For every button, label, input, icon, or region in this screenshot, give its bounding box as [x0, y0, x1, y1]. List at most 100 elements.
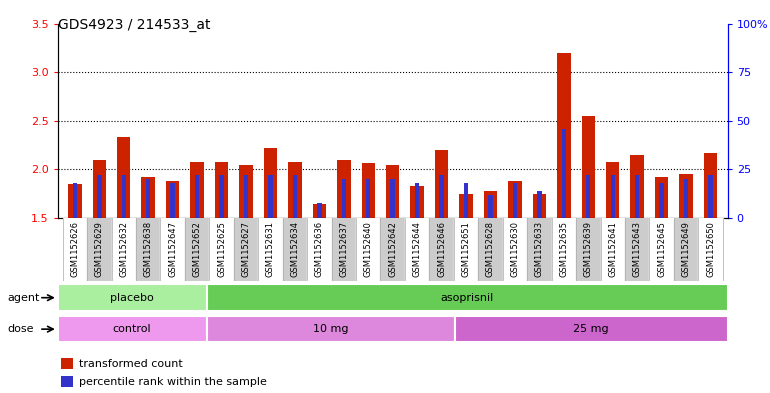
Bar [557, 53, 571, 218]
Bar [92, 160, 106, 218]
Text: placebo: placebo [110, 293, 154, 303]
Bar [170, 183, 175, 218]
Bar [68, 184, 82, 218]
Bar [356, 218, 380, 281]
Text: GSM1152625: GSM1152625 [217, 221, 226, 277]
Bar [454, 218, 478, 281]
Bar [380, 218, 405, 281]
Bar [185, 218, 209, 281]
Bar [258, 218, 283, 281]
Text: GDS4923 / 214533_at: GDS4923 / 214533_at [58, 18, 210, 32]
Text: dose: dose [8, 324, 34, 334]
Bar [649, 218, 674, 281]
Bar [117, 138, 130, 218]
Bar [440, 175, 444, 218]
Text: GSM1152626: GSM1152626 [70, 221, 79, 277]
Text: GSM1152638: GSM1152638 [144, 221, 152, 277]
Bar [606, 162, 619, 218]
Bar [698, 218, 723, 281]
Bar [415, 183, 420, 218]
Bar [195, 175, 199, 218]
Bar [655, 177, 668, 218]
Bar [611, 175, 615, 218]
Bar [332, 218, 356, 281]
Bar [283, 218, 307, 281]
Text: GSM1152642: GSM1152642 [388, 221, 397, 277]
Bar [268, 175, 273, 218]
Bar [561, 129, 566, 218]
Bar [576, 218, 601, 281]
Bar [342, 179, 346, 218]
Bar [288, 162, 302, 218]
Text: GSM1152635: GSM1152635 [559, 221, 568, 277]
Bar [337, 160, 350, 218]
Bar [209, 218, 234, 281]
Bar [160, 218, 185, 281]
Text: GSM1152636: GSM1152636 [315, 221, 324, 277]
Bar [430, 218, 454, 281]
Text: GSM1152630: GSM1152630 [511, 221, 520, 277]
Bar [61, 376, 73, 387]
Text: GSM1152632: GSM1152632 [119, 221, 129, 277]
Text: GSM1152650: GSM1152650 [706, 221, 715, 277]
Bar [122, 175, 126, 218]
Bar [460, 194, 473, 218]
Text: 25 mg: 25 mg [574, 324, 609, 334]
Bar [72, 183, 77, 218]
Bar [97, 175, 102, 218]
Bar [679, 174, 693, 218]
Text: percentile rank within the sample: percentile rank within the sample [79, 376, 267, 387]
Text: GSM1152647: GSM1152647 [168, 221, 177, 277]
Bar [405, 218, 430, 281]
Bar [625, 218, 649, 281]
Bar [537, 191, 541, 218]
Bar [215, 162, 228, 218]
Bar [87, 218, 112, 281]
Bar [478, 218, 503, 281]
Text: GSM1152637: GSM1152637 [340, 221, 348, 277]
Bar [362, 163, 375, 218]
Bar [166, 181, 179, 218]
Bar [508, 181, 521, 218]
Bar [708, 175, 713, 218]
Bar [464, 183, 468, 218]
Text: control: control [113, 324, 152, 334]
Text: GSM1152652: GSM1152652 [192, 221, 202, 277]
Bar [112, 218, 136, 281]
Text: GSM1152641: GSM1152641 [608, 221, 618, 277]
Bar [601, 218, 625, 281]
Text: GSM1152643: GSM1152643 [633, 221, 641, 277]
Text: GSM1152629: GSM1152629 [95, 221, 104, 277]
Bar [58, 285, 206, 311]
Bar [206, 316, 455, 342]
Text: GSM1152645: GSM1152645 [657, 221, 666, 277]
Bar [313, 204, 326, 218]
Bar [146, 179, 150, 218]
Bar [527, 218, 551, 281]
Bar [513, 183, 517, 218]
Bar [631, 155, 644, 218]
Bar [136, 218, 160, 281]
Text: GSM1152633: GSM1152633 [535, 221, 544, 277]
Bar [484, 191, 497, 218]
Bar [410, 186, 424, 218]
Bar [503, 218, 527, 281]
Bar [551, 218, 576, 281]
Bar [533, 194, 546, 218]
Bar [674, 218, 698, 281]
Bar [62, 218, 87, 281]
Bar [264, 148, 277, 218]
Text: 10 mg: 10 mg [313, 324, 348, 334]
Bar [366, 179, 370, 218]
Bar [704, 153, 718, 218]
Bar [659, 183, 664, 218]
Bar [190, 162, 204, 218]
Bar [239, 165, 253, 218]
Text: asoprisnil: asoprisnil [440, 293, 494, 303]
Text: GSM1152644: GSM1152644 [413, 221, 422, 277]
Bar [307, 218, 332, 281]
Bar [244, 175, 248, 218]
Bar [488, 195, 493, 218]
Text: agent: agent [8, 292, 40, 303]
Bar [635, 175, 639, 218]
